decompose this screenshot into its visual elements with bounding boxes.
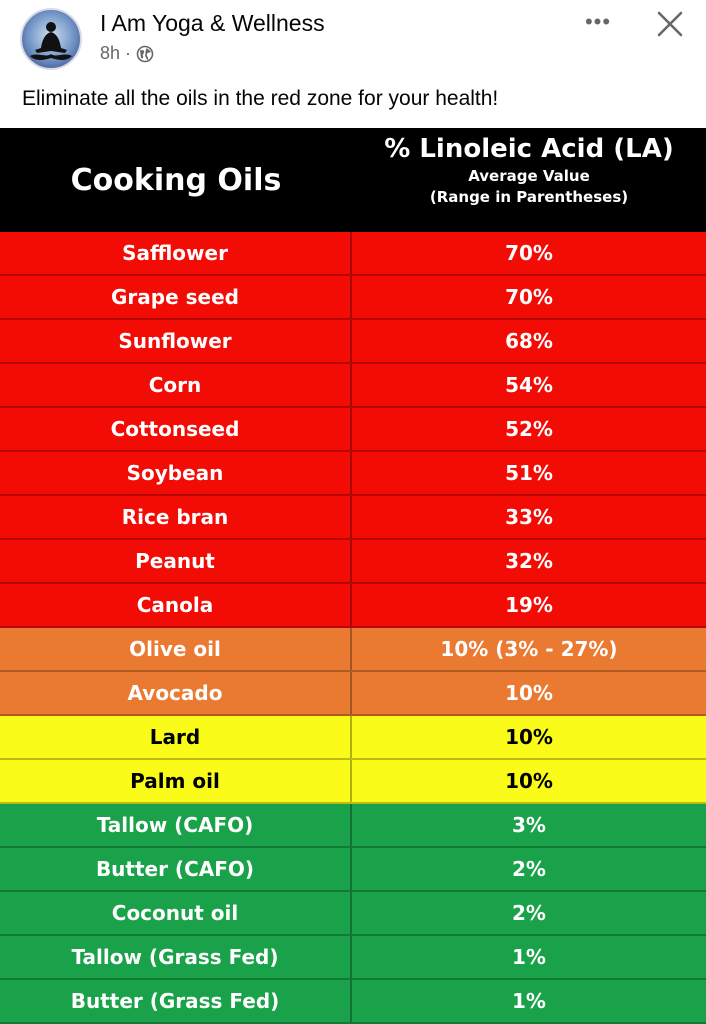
oil-name: Peanut — [0, 540, 352, 582]
la-value: 52% — [505, 417, 553, 441]
table-row: Sunflower 68% — [0, 320, 706, 364]
table-row: Butter (Grass Fed) 1% — [0, 980, 706, 1024]
more-options-button[interactable]: ••• — [584, 9, 612, 34]
la-value: 70% — [505, 241, 553, 265]
table-row: Soybean 51% — [0, 452, 706, 496]
la-value: 3% — [512, 813, 546, 837]
la-header-range-note: (Range in Parentheses) — [429, 188, 629, 206]
column-header-la: % Linoleic Acid (LA) Average Value (Rang… — [352, 132, 706, 232]
la-value: 33% — [505, 505, 553, 529]
post-time[interactable]: 8h — [100, 43, 121, 63]
oil-name: Grape seed — [0, 276, 352, 318]
la-header-subtitle: Average Value — [468, 167, 590, 185]
table-row: Corn 54% — [0, 364, 706, 408]
oil-name: Butter (CAFO) — [0, 848, 352, 890]
la-value: 10% — [505, 725, 553, 749]
oil-name: Cottonseed — [0, 408, 352, 450]
oil-name: Sunflower — [0, 320, 352, 362]
post-meta: 8h · — [100, 43, 154, 64]
oil-name: Tallow (CAFO) — [0, 804, 352, 846]
la-value: 10% — [505, 769, 553, 793]
globe-icon[interactable] — [136, 45, 154, 63]
table-row: Coconut oil 2% — [0, 892, 706, 936]
table-row: Olive oil 10% (3% - 27%) — [0, 628, 706, 672]
table-header: Cooking Oils % Linoleic Acid (LA) Averag… — [0, 128, 706, 232]
avatar[interactable] — [20, 8, 82, 70]
oil-name: Soybean — [0, 452, 352, 494]
table-row: Peanut 32% — [0, 540, 706, 584]
la-value: 2% — [512, 901, 546, 925]
table-row: Grape seed 70% — [0, 276, 706, 320]
oil-name: Palm oil — [0, 760, 352, 802]
la-value: 1% — [512, 945, 546, 969]
oil-name: Safflower — [0, 232, 352, 274]
post-text: Eliminate all the oils in the red zone f… — [22, 87, 499, 110]
oil-name: Rice bran — [0, 496, 352, 538]
la-value: 54% — [505, 373, 553, 397]
post-header: I Am Yoga & Wellness 8h · ••• — [0, 0, 706, 80]
oil-name: Tallow (Grass Fed) — [0, 936, 352, 978]
oil-name: Corn — [0, 364, 352, 406]
close-button[interactable] — [648, 4, 692, 44]
meditation-figure-icon — [30, 22, 72, 60]
close-icon — [657, 11, 683, 37]
la-value: 32% — [505, 549, 553, 573]
page-name[interactable]: I Am Yoga & Wellness — [100, 10, 325, 36]
oil-name: Coconut oil — [0, 892, 352, 934]
la-value: 68% — [505, 329, 553, 353]
table-row: Lard 10% — [0, 716, 706, 760]
la-value: 70% — [505, 285, 553, 309]
table-row: Cottonseed 52% — [0, 408, 706, 452]
oil-name: Lard — [0, 716, 352, 758]
table-row: Tallow (Grass Fed) 1% — [0, 936, 706, 980]
oil-name: Avocado — [0, 672, 352, 714]
table-row: Butter (CAFO) 2% — [0, 848, 706, 892]
la-value: 2% — [512, 857, 546, 881]
table-row: Rice bran 33% — [0, 496, 706, 540]
la-value: 10% (3% - 27%) — [440, 637, 618, 661]
la-value: 1% — [512, 989, 546, 1013]
la-value: 10% — [505, 681, 553, 705]
la-value: 19% — [505, 593, 553, 617]
table-row: Palm oil 10% — [0, 760, 706, 804]
oil-chart-image[interactable]: Cooking Oils % Linoleic Acid (LA) Averag… — [0, 128, 706, 1024]
oil-name: Olive oil — [0, 628, 352, 670]
table-row: Avocado 10% — [0, 672, 706, 716]
column-header-oils: Cooking Oils — [70, 162, 282, 198]
table-row: Canola 19% — [0, 584, 706, 628]
table-row: Safflower 70% — [0, 232, 706, 276]
la-value: 51% — [505, 461, 553, 485]
oil-name: Canola — [0, 584, 352, 626]
table-row: Tallow (CAFO) 3% — [0, 804, 706, 848]
oil-name: Butter (Grass Fed) — [0, 980, 352, 1022]
table-body: Safflower 70% Grape seed 70% Sunflower 68% Cor… — [0, 232, 706, 1024]
la-header-title: % Linoleic Acid (LA) — [384, 134, 674, 164]
meta-separator: · — [125, 43, 132, 63]
